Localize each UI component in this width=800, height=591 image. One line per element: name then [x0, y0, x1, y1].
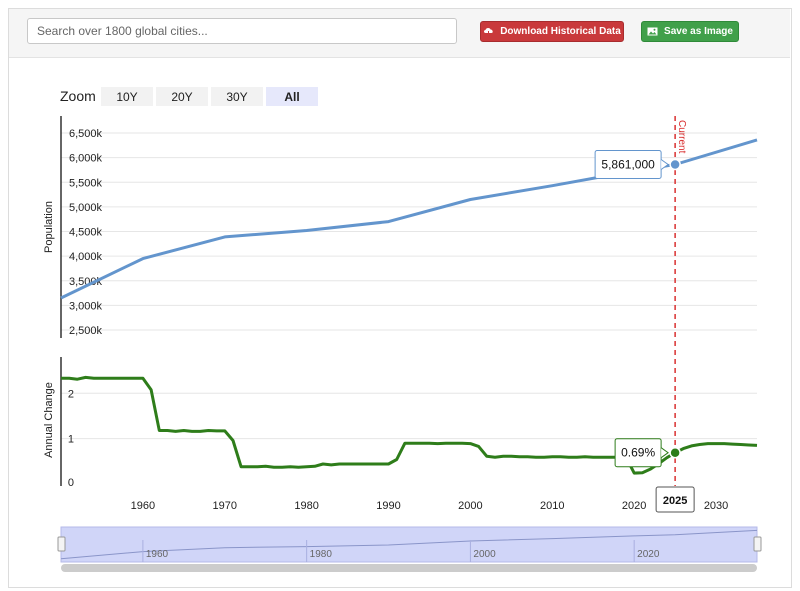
x-tick-label: 1970: [213, 500, 237, 512]
navigator-scrollbar[interactable]: [61, 564, 757, 572]
zoom-all-button[interactable]: All: [266, 87, 318, 106]
navigator-label: 1960: [146, 549, 169, 560]
zoom-10y-button[interactable]: 10Y: [101, 87, 153, 106]
navigator-label: 2000: [473, 549, 496, 560]
x-tick-label: 2020: [622, 500, 646, 512]
navigator-range: [60, 526, 758, 563]
zoom-20y-button[interactable]: 20Y: [156, 87, 208, 106]
navigator-handle[interactable]: [753, 536, 762, 552]
population-tick-label: 4,500k: [69, 227, 103, 239]
population-current-marker: [669, 158, 681, 171]
city-search-input[interactable]: [27, 18, 457, 44]
change-tick-label: 0: [68, 477, 74, 489]
population-tooltip-pointer: [660, 159, 669, 170]
current-year-badge: [655, 486, 695, 513]
current-label: Current: [676, 120, 687, 154]
download-historical-data-button[interactable]: Download Historical Data: [480, 21, 624, 42]
population-tick-label: 3,500k: [69, 276, 103, 288]
x-tick-label: 2030: [704, 500, 728, 512]
population-tooltip-text: 5,861,000: [601, 157, 655, 171]
change-series-line: [61, 375, 758, 475]
population-tick-label: 6,500k: [69, 128, 103, 140]
x-tick-label: 1960: [131, 500, 155, 512]
download-button-label: Download Historical Data: [500, 26, 621, 37]
change-tooltip-pointer: [660, 447, 669, 459]
population-tick-label: 5,000k: [69, 202, 103, 214]
change-tick-label: 2: [68, 388, 74, 400]
change-current-marker: [669, 446, 681, 459]
x-tick-label: 2010: [540, 500, 564, 512]
change-tick-label: 1: [68, 434, 74, 446]
population-tick-label: 2,500k: [69, 325, 103, 337]
current-year-badge-text: 2025: [663, 495, 687, 507]
save-as-image-button[interactable]: Save as Image: [641, 21, 739, 42]
change-tooltip-text: 0.69%: [621, 446, 655, 460]
navigator-label: 1980: [310, 549, 333, 560]
cloud-download-icon: [484, 28, 493, 36]
change-axis-title: Annual Change: [43, 382, 55, 458]
image-icon: [647, 27, 658, 36]
navigator-handle[interactable]: [57, 536, 66, 552]
population-tick-label: 6,000k: [69, 153, 103, 165]
navigator-label: 2020: [637, 549, 660, 560]
zoom-label: Zoom: [60, 88, 96, 104]
save-button-label: Save as Image: [664, 26, 733, 37]
x-tick-label: 2000: [458, 500, 482, 512]
x-tick-label: 1980: [294, 500, 318, 512]
population-tick-label: 3,000k: [69, 300, 103, 312]
navigator-series-line: [60, 529, 758, 560]
population-tick-label: 5,500k: [69, 177, 103, 189]
population-axis-title: Population: [43, 201, 55, 253]
population-tick-label: 4,000k: [69, 251, 103, 263]
x-tick-label: 1990: [376, 500, 400, 512]
zoom-30y-button[interactable]: 30Y: [211, 87, 263, 106]
